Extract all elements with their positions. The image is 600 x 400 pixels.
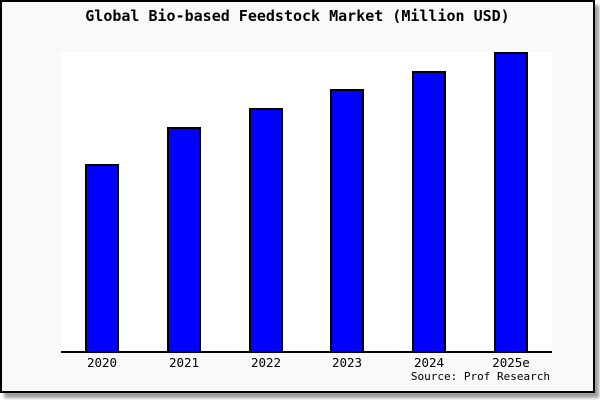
x-tick-label: 2021	[168, 355, 200, 370]
bar-2021	[167, 127, 201, 351]
plot-area	[61, 52, 552, 353]
bar-2024	[412, 71, 446, 351]
x-tick-label: 2023	[331, 355, 363, 370]
x-tick-label: 2020	[86, 355, 118, 370]
x-tick-label: 2024	[413, 355, 445, 370]
source-credit: Source: Prof Research	[410, 370, 550, 383]
chart-frame: Global Bio-based Feedstock Market (Milli…	[0, 0, 595, 393]
bar-2025e	[494, 52, 528, 351]
x-tick-label: 2022	[250, 355, 282, 370]
bar-2022	[249, 108, 283, 351]
chart-title: Global Bio-based Feedstock Market (Milli…	[85, 7, 510, 25]
bar-2020	[85, 164, 119, 351]
x-tick-label: 2025e	[492, 355, 530, 370]
bar-2023	[330, 89, 364, 351]
